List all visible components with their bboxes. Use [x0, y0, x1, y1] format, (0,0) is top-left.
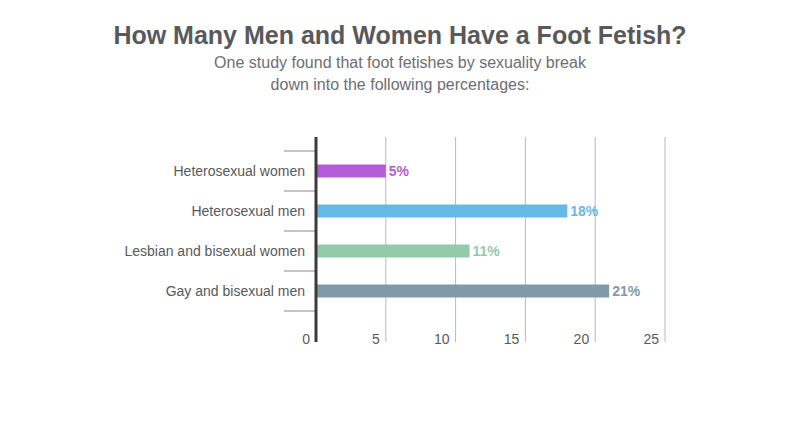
tick-label: 0: [302, 331, 310, 347]
title: How Many Men and Women Have a Foot Fetis…: [113, 21, 686, 49]
data-label: 18%: [570, 203, 599, 219]
bar: [316, 165, 386, 178]
category-label: Heterosexual men: [191, 203, 305, 219]
labels: Heterosexual women 5% Heterosexual men 18% L…: [124, 163, 640, 299]
axis-line: [315, 137, 318, 342]
tick-label: 20: [574, 331, 590, 347]
grid-line: [525, 137, 526, 342]
data-label: 21%: [612, 283, 641, 299]
bars: [316, 165, 609, 298]
tick-label: 5: [372, 331, 380, 347]
subtitle-line: down into the following percentages:: [271, 76, 530, 93]
category-label: Heterosexual women: [173, 163, 305, 179]
bar: [316, 205, 567, 218]
category-divider: [284, 191, 316, 192]
bar: [316, 245, 470, 258]
category-label: Gay and bisexual men: [166, 283, 305, 299]
category-divider: [284, 271, 316, 272]
grid-line: [595, 137, 596, 342]
grid: [386, 137, 665, 342]
category-divider: [284, 231, 316, 232]
category-divider: [284, 311, 316, 312]
chart: How Many Men and Women Have a Foot Fetis…: [0, 0, 800, 440]
bar: [316, 285, 609, 298]
category-label: Lesbian and bisexual women: [124, 243, 305, 259]
data-label: 11%: [473, 243, 501, 259]
grid-line: [665, 137, 666, 342]
tick-label: 10: [434, 331, 450, 347]
subtitle: One study found that foot fetishes by se…: [214, 54, 587, 93]
data-label: 5%: [389, 163, 410, 179]
subtitle-line: One study found that foot fetishes by se…: [214, 54, 587, 71]
tick-label: 25: [643, 331, 659, 347]
tick-label: 15: [504, 331, 520, 347]
category-divider: [284, 151, 316, 152]
grid-line: [455, 137, 456, 342]
